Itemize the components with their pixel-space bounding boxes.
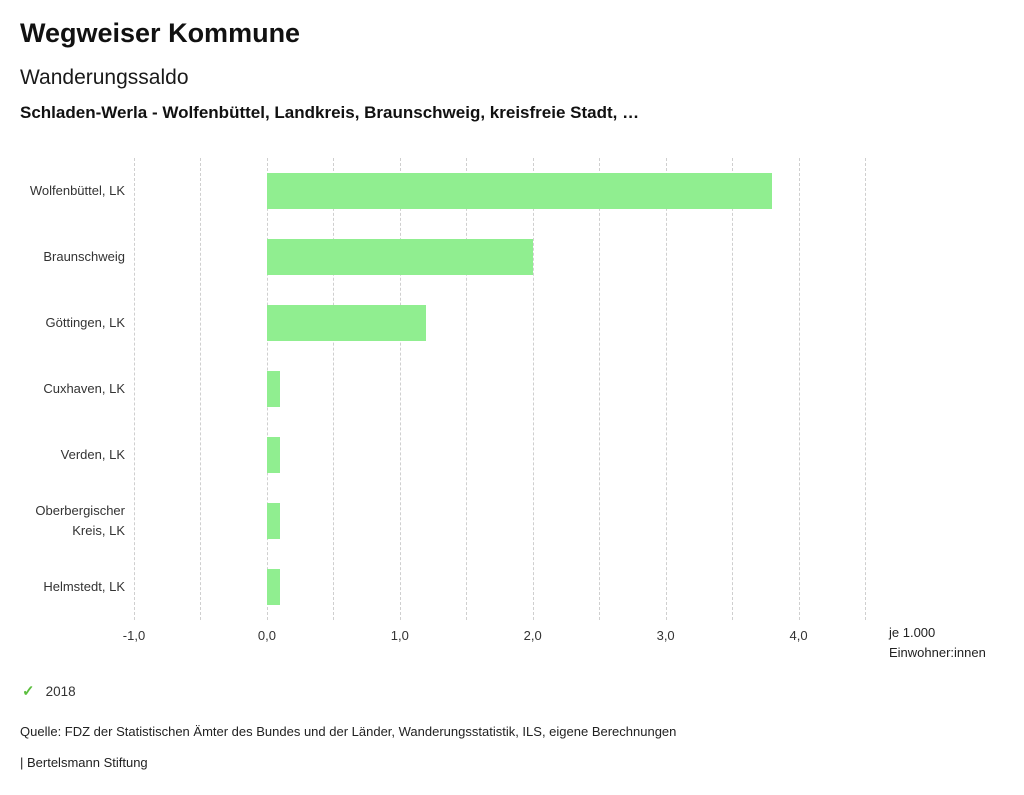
category-label: Wolfenbüttel, LK xyxy=(29,182,125,198)
check-icon: ✓ xyxy=(22,683,35,700)
app-title: Wegweiser Kommune xyxy=(20,18,301,48)
category-label: Cuxhaven, LK xyxy=(43,380,125,396)
x-tick-label: 1,0 xyxy=(390,628,409,643)
x-tick-label: -1,0 xyxy=(122,628,146,643)
gridline xyxy=(865,158,866,620)
gridline xyxy=(200,158,202,620)
category-label: Helmstedt, LK xyxy=(43,578,125,594)
axis-unit-label: je 1.000 Einwohner:innen xyxy=(889,625,986,661)
bar-cuxhaven-lk[interactable] xyxy=(266,371,281,407)
chart-title: Wanderungssaldo xyxy=(20,66,189,89)
x-tick-label: 0,0 xyxy=(257,628,276,643)
category-label: Göttingen, LK xyxy=(45,314,126,330)
gridline xyxy=(134,158,135,620)
bar-braunschweig[interactable] xyxy=(266,239,533,275)
bar-wolfenb-ttel-lk[interactable] xyxy=(266,173,772,209)
plot-area xyxy=(134,158,866,620)
gridline xyxy=(399,158,401,620)
category-axis: Wolfenbüttel, LK Braunschweig Göttingen, L… xyxy=(0,158,125,620)
category-label: Verden, LK xyxy=(60,446,125,462)
bar-g-ttingen-lk[interactable] xyxy=(266,305,427,341)
bar-chart: Wolfenbüttel, LK Braunschweig Göttingen, L… xyxy=(0,158,1024,678)
x-tick-label: 4,0 xyxy=(789,628,808,643)
bar-helmstedt-lk[interactable] xyxy=(266,569,281,605)
source-note: Quelle: FDZ der Statistischen Ämter des … xyxy=(20,724,677,739)
gridline xyxy=(532,158,534,620)
branding-note: | Bertelsmann Stiftung xyxy=(20,755,148,770)
x-axis: -1,0 0,0 1,0 2,0 3,0 4,0 xyxy=(123,628,865,648)
gridline xyxy=(665,158,667,620)
gridline xyxy=(466,158,468,620)
gridline xyxy=(333,158,335,620)
gridline xyxy=(798,158,800,620)
gridline xyxy=(732,158,734,620)
legend-year-label: 2018 xyxy=(45,684,76,699)
bar-verden-lk[interactable] xyxy=(266,437,281,473)
category-label: Braunschweig xyxy=(43,248,125,264)
x-tick-label: 3,0 xyxy=(656,628,675,643)
bar-oberbergischer-kreis-lk[interactable] xyxy=(266,503,281,539)
x-tick-label: 2,0 xyxy=(523,628,542,643)
legend-item-2018[interactable]: ✓ 2018 xyxy=(22,684,76,699)
gridline xyxy=(599,158,601,620)
chart-context-line: Schladen-Werla - Wolfenbüttel, Landkreis… xyxy=(20,103,640,122)
category-label: Oberbergischer Kreis, LK xyxy=(35,502,125,538)
